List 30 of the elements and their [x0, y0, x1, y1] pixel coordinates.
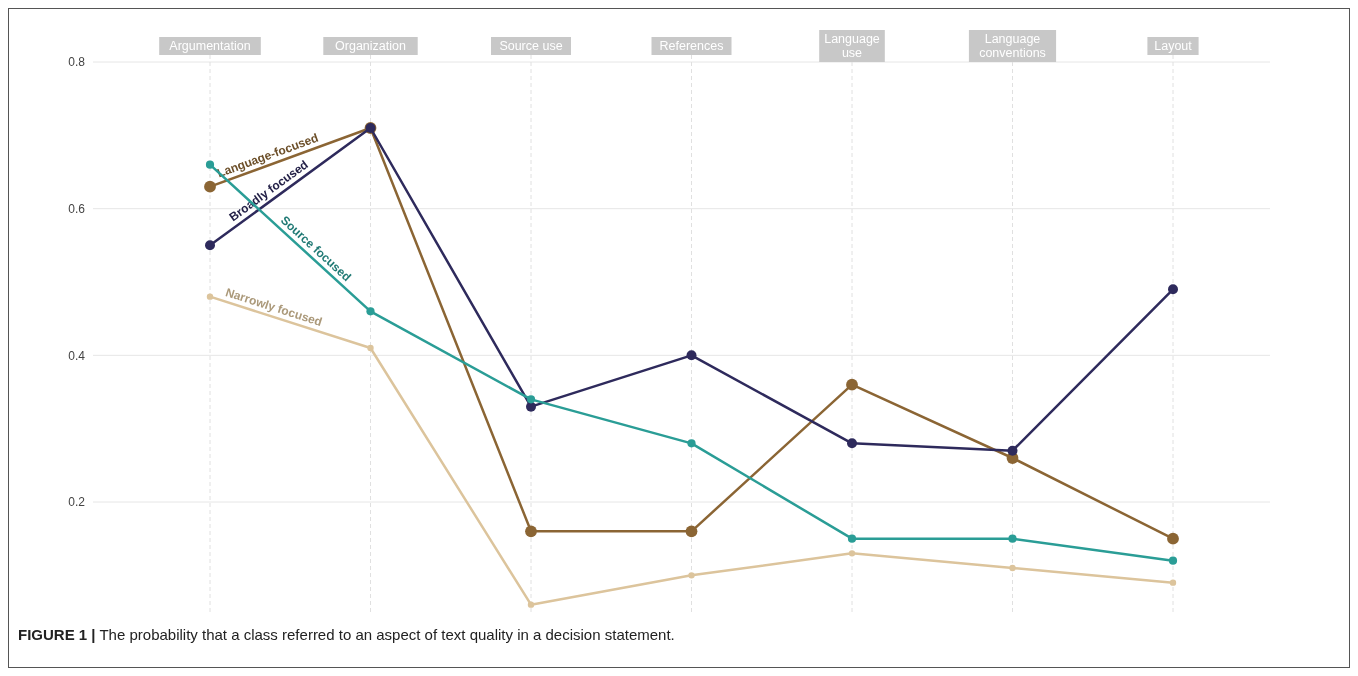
point [527, 601, 535, 608]
point [526, 395, 536, 404]
point [1009, 564, 1016, 572]
point [1007, 445, 1018, 456]
point [206, 293, 214, 300]
point [367, 344, 374, 352]
point [205, 240, 215, 251]
point [685, 525, 698, 538]
point [1008, 534, 1017, 543]
y-tick-label: 0.8 [68, 55, 86, 70]
point [525, 525, 537, 538]
caption: FIGURE 1 | The probability that a class referred to an aspect of text quality in a decision statement. [18, 626, 675, 643]
point [846, 378, 858, 391]
y-tick-label: 0.4 [68, 348, 86, 363]
point [526, 401, 536, 412]
point [1168, 556, 1178, 565]
point [848, 550, 856, 557]
point [366, 307, 375, 316]
point [847, 534, 857, 543]
point [204, 180, 216, 193]
y-tick-label: 0.6 [68, 201, 86, 216]
y-tick-label: 0.2 [68, 495, 86, 510]
point [1169, 579, 1177, 586]
point [1168, 284, 1178, 295]
point [688, 572, 695, 579]
point [1167, 532, 1179, 545]
point [847, 438, 857, 449]
point [686, 350, 697, 361]
point [205, 160, 215, 169]
point [687, 439, 696, 448]
